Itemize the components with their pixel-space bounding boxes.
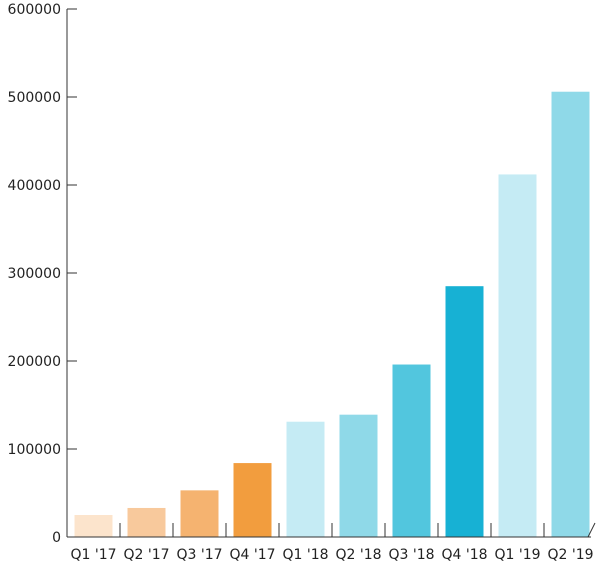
bar [392,364,431,537]
y-tick-label: 600000 [8,2,61,18]
bar [127,507,166,537]
x-tick-label: Q1 '17 [70,547,116,563]
bar [74,515,113,537]
x-tick-label: Q2 '19 [547,547,593,563]
x-tick-label: Q1 '18 [282,547,328,563]
x-tick-label: Q4 '17 [229,547,275,563]
y-axis: 0 100000 200000 300000 400000 500000 600000 [8,2,77,546]
x-tick-label: Q3 '18 [388,547,434,563]
x-tick-label: Q4 '18 [441,547,487,563]
y-tick-label: 100000 [8,442,61,458]
bar [445,286,484,537]
bar [551,91,590,537]
x-tick-label: Q2 '18 [335,547,381,563]
bar [339,414,378,537]
y-tick-label: 0 [52,530,61,546]
y-tick-label: 400000 [8,178,61,194]
x-axis-end-mark [587,522,596,538]
bars [74,91,590,537]
x-axis: Q1 '17 Q2 '17 Q3 '17 Q4 '17 Q1 '18 Q2 '18 Q3 '… [67,522,596,563]
x-tick-label: Q1 '19 [494,547,540,563]
x-tick-label: Q3 '17 [176,547,222,563]
y-tick-label: 200000 [8,354,61,370]
y-tick-label: 500000 [8,90,61,106]
bar [286,421,325,537]
y-tick-label: 300000 [8,266,61,282]
bar [180,490,219,537]
bar [233,463,272,537]
x-tick-label: Q2 '17 [123,547,169,563]
bar [498,174,537,537]
